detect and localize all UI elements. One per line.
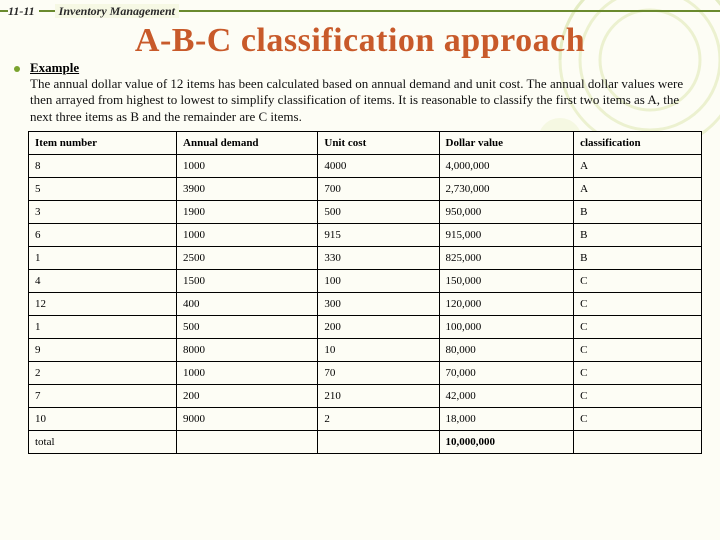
table-cell: 100,000 — [439, 315, 574, 338]
table-cell: 70,000 — [439, 361, 574, 384]
table-cell: 500 — [318, 200, 439, 223]
table-cell: 1 — [29, 315, 177, 338]
table-cell: C — [574, 292, 702, 315]
table-cell: 10 — [318, 338, 439, 361]
table-cell: 1000 — [177, 361, 318, 384]
table-cell: C — [574, 407, 702, 430]
table-cell — [177, 430, 318, 453]
table-cell: C — [574, 384, 702, 407]
table-cell: 825,000 — [439, 246, 574, 269]
table-cell: C — [574, 315, 702, 338]
table-cell: 7 — [29, 384, 177, 407]
table-row: 210007070,000C — [29, 361, 702, 384]
table-row: 31900500950,000B — [29, 200, 702, 223]
table-row: 109000218,000C — [29, 407, 702, 430]
table-cell: A — [574, 154, 702, 177]
table-cell: 1500 — [177, 269, 318, 292]
total-value-cell: 10,000,000 — [439, 430, 574, 453]
table-cell: 330 — [318, 246, 439, 269]
table-cell: 915,000 — [439, 223, 574, 246]
table-cell: 70 — [318, 361, 439, 384]
table-cell: 42,000 — [439, 384, 574, 407]
example-heading: Example — [30, 60, 702, 76]
table-cell: 700 — [318, 177, 439, 200]
table-row: 980001080,000C — [29, 338, 702, 361]
table-cell: 210 — [318, 384, 439, 407]
table-cell: 2 — [318, 407, 439, 430]
table-cell: 18,000 — [439, 407, 574, 430]
table-row: 1500200100,000C — [29, 315, 702, 338]
table-cell: 3 — [29, 200, 177, 223]
col-header: classification — [574, 131, 702, 154]
example-paragraph: The annual dollar value of 12 items has … — [30, 76, 702, 125]
col-header: Dollar value — [439, 131, 574, 154]
table-cell: 2,730,000 — [439, 177, 574, 200]
col-header: Item number — [29, 131, 177, 154]
table-cell: 120,000 — [439, 292, 574, 315]
table-cell: 150,000 — [439, 269, 574, 292]
table-row: 720021042,000C — [29, 384, 702, 407]
col-header: Unit cost — [318, 131, 439, 154]
table-cell — [318, 430, 439, 453]
table-cell: 4 — [29, 269, 177, 292]
table-cell: B — [574, 200, 702, 223]
classification-table: Item number Annual demand Unit cost Doll… — [28, 131, 702, 454]
table-cell: 915 — [318, 223, 439, 246]
table-cell: 300 — [318, 292, 439, 315]
table-total-row: total 10,000,000 — [29, 430, 702, 453]
header-bar: 11-11 Inventory Management — [0, 0, 720, 20]
chapter-label: Inventory Management — [55, 4, 179, 18]
total-label-cell: total — [29, 430, 177, 453]
table-cell: B — [574, 246, 702, 269]
table-cell: 4000 — [318, 154, 439, 177]
table-row: 12400300120,000C — [29, 292, 702, 315]
table-row: 12500330825,000B — [29, 246, 702, 269]
table-cell: 4,000,000 — [439, 154, 574, 177]
table-cell: 2 — [29, 361, 177, 384]
bullet-icon — [14, 66, 20, 72]
slide-title: A-B-C classification approach — [0, 22, 720, 60]
example-block: Example The annual dollar value of 12 it… — [28, 60, 702, 125]
table-cell: 1900 — [177, 200, 318, 223]
table-header-row: Item number Annual demand Unit cost Doll… — [29, 131, 702, 154]
col-header: Annual demand — [177, 131, 318, 154]
table-row: 41500100150,000C — [29, 269, 702, 292]
table-cell: 6 — [29, 223, 177, 246]
table-row: 539007002,730,000A — [29, 177, 702, 200]
table-cell: 2500 — [177, 246, 318, 269]
table-cell: 400 — [177, 292, 318, 315]
table-row: 8100040004,000,000A — [29, 154, 702, 177]
table-cell: 9000 — [177, 407, 318, 430]
table-cell: 9 — [29, 338, 177, 361]
table-cell: 1000 — [177, 154, 318, 177]
table-cell: 100 — [318, 269, 439, 292]
table-row: 61000915915,000B — [29, 223, 702, 246]
table-cell: C — [574, 338, 702, 361]
table-cell: 500 — [177, 315, 318, 338]
table-cell: 3900 — [177, 177, 318, 200]
table-cell: B — [574, 223, 702, 246]
table-cell: 12 — [29, 292, 177, 315]
table-cell: C — [574, 269, 702, 292]
table-cell: 200 — [177, 384, 318, 407]
table-cell: 10 — [29, 407, 177, 430]
table-cell: 80,000 — [439, 338, 574, 361]
table-cell — [574, 430, 702, 453]
table-cell: 5 — [29, 177, 177, 200]
slide-number: 11-11 — [8, 4, 39, 18]
table-cell: 1000 — [177, 223, 318, 246]
table-cell: 8000 — [177, 338, 318, 361]
table-cell: 8 — [29, 154, 177, 177]
table-cell: 1 — [29, 246, 177, 269]
table-cell: 200 — [318, 315, 439, 338]
table-cell: 950,000 — [439, 200, 574, 223]
table-cell: C — [574, 361, 702, 384]
table-cell: A — [574, 177, 702, 200]
